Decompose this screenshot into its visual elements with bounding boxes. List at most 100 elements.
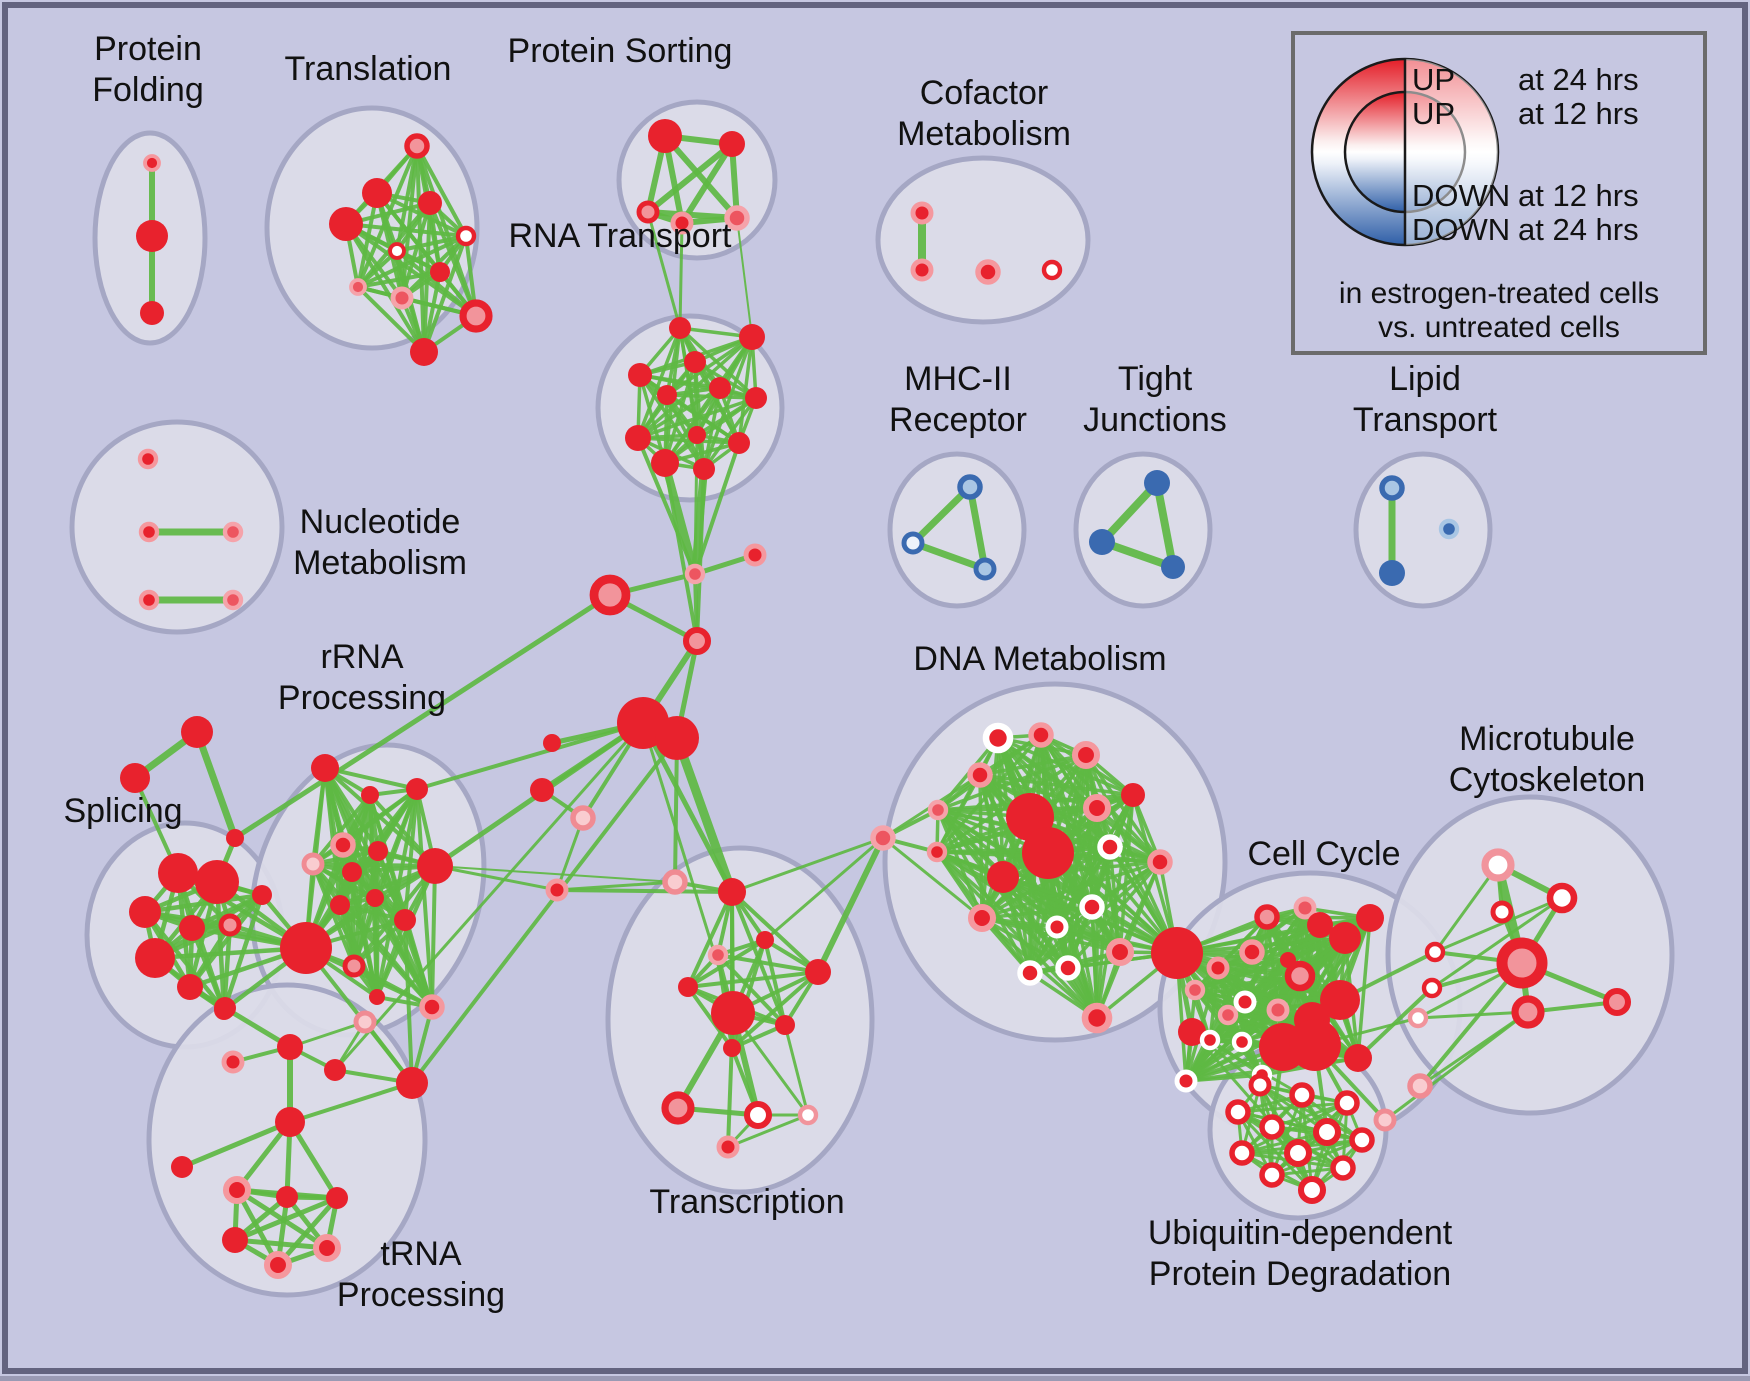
node-5-R[interactable] [329,207,363,241]
node-94-Pr[interactable] [222,1175,252,1205]
node-25-R[interactable] [745,387,767,409]
node-58-Pr[interactable] [545,878,569,902]
node-99-Pr[interactable] [263,1250,293,1280]
node-39-B[interactable] [1089,529,1115,555]
node-160-Rw[interactable] [1424,941,1446,963]
node-138-Rp[interactable] [1254,904,1280,930]
node-31-Pr[interactable] [910,201,934,225]
node-8-Rw[interactable] [388,242,406,260]
node-77-R[interactable] [342,862,362,882]
node-129-Pr[interactable] [1105,937,1135,967]
node-126-Pr[interactable] [1147,849,1173,875]
node-54-R[interactable] [655,716,699,760]
node-169-Rw[interactable] [1248,1073,1272,1097]
node-137-Wr[interactable] [1233,990,1257,1014]
node-136-Pr[interactable] [1239,939,1265,965]
node-35-Bl[interactable] [957,474,983,500]
node-144-Rp[interactable] [1284,960,1316,992]
node-12-Rp[interactable] [459,299,493,333]
node-51-Rp[interactable] [589,574,631,616]
node-33-Pr[interactable] [975,259,1001,285]
node-166-Rp[interactable] [1496,937,1548,989]
node-135-R[interactable] [1178,1018,1206,1046]
node-176-Rw[interactable] [1229,1140,1255,1166]
node-1-R[interactable] [136,220,168,252]
node-68-R[interactable] [177,974,203,1000]
node-98-Pr[interactable] [312,1233,342,1263]
node-104-R[interactable] [805,959,831,985]
node-11-P[interactable] [390,286,414,310]
node-23-R[interactable] [709,377,731,399]
node-32-Pr[interactable] [910,258,934,282]
node-119-Pr[interactable] [926,841,948,863]
node-87-R[interactable] [324,1059,346,1081]
node-118-P[interactable] [870,825,896,851]
node-123-R[interactable] [1022,827,1074,879]
node-170-Rw[interactable] [1289,1082,1315,1108]
node-37-Bl[interactable] [973,557,997,581]
node-36-Bw[interactable] [901,531,925,555]
node-96-R[interactable] [326,1187,348,1209]
node-113-Wr[interactable] [982,722,1014,754]
node-154-R[interactable] [1320,980,1360,1020]
node-22-R[interactable] [628,363,652,387]
node-76-Pp[interactable] [301,852,325,876]
node-85-R[interactable] [277,1034,303,1060]
node-41-Bl[interactable] [1379,475,1405,501]
node-120-R[interactable] [1121,783,1145,807]
node-60-R[interactable] [120,763,150,793]
node-71-R[interactable] [280,922,332,974]
node-177-Rw[interactable] [1283,1138,1313,1168]
node-147-P[interactable] [1217,1004,1239,1026]
node-179-Rw[interactable] [1259,1162,1285,1188]
node-165-Rw[interactable] [1490,900,1514,924]
node-84-R[interactable] [214,997,236,1019]
node-115-Pr[interactable] [1071,740,1101,770]
node-130-Wr[interactable] [1055,955,1081,981]
node-180-Rw[interactable] [1297,1175,1327,1205]
node-125-Wr[interactable] [1097,834,1123,860]
node-2-R[interactable] [140,301,164,325]
node-21-R[interactable] [684,351,706,373]
node-151-Wr[interactable] [1174,1069,1198,1093]
node-109-Rp[interactable] [661,1091,695,1125]
node-110-Rw[interactable] [743,1100,773,1130]
node-29-R[interactable] [651,449,679,477]
node-114-Pr[interactable] [1028,722,1054,748]
node-116-Pr[interactable] [967,762,993,788]
node-80-R[interactable] [330,895,350,915]
node-24-R[interactable] [657,385,677,405]
node-30-R[interactable] [693,458,715,480]
node-157-R[interactable] [1344,1044,1372,1072]
node-16-Rp[interactable] [636,200,660,224]
node-48-P[interactable] [222,589,244,611]
node-128-Wr[interactable] [1045,915,1069,939]
node-146-P[interactable] [1184,979,1206,1001]
node-79-R[interactable] [417,848,453,884]
node-134-R[interactable] [1151,927,1203,979]
node-132-Pr[interactable] [967,903,997,933]
node-89-Pp[interactable] [353,1010,377,1034]
node-91-Pr[interactable] [419,994,445,1020]
node-152-P[interactable] [1266,998,1290,1022]
node-59-R[interactable] [181,716,213,748]
node-86-Pr[interactable] [221,1050,245,1074]
node-92-R[interactable] [275,1107,305,1137]
node-78-R[interactable] [368,841,388,861]
node-171-Rw[interactable] [1334,1090,1360,1116]
node-42-B[interactable] [1379,560,1405,586]
node-52-Rp[interactable] [682,626,712,656]
node-62-R[interactable] [158,853,198,893]
node-140-R[interactable] [1307,912,1333,938]
node-117-P[interactable] [927,799,949,821]
node-15-R[interactable] [719,131,745,157]
node-133-Pr[interactable] [1081,1002,1113,1034]
node-28-R[interactable] [728,432,750,454]
node-139-P[interactable] [1293,896,1317,920]
node-49-P[interactable] [684,563,706,585]
node-65-R[interactable] [179,915,205,941]
node-102-R[interactable] [756,931,774,949]
node-47-Pr[interactable] [138,589,160,611]
node-20-R[interactable] [739,324,765,350]
node-38-B[interactable] [1144,470,1170,496]
